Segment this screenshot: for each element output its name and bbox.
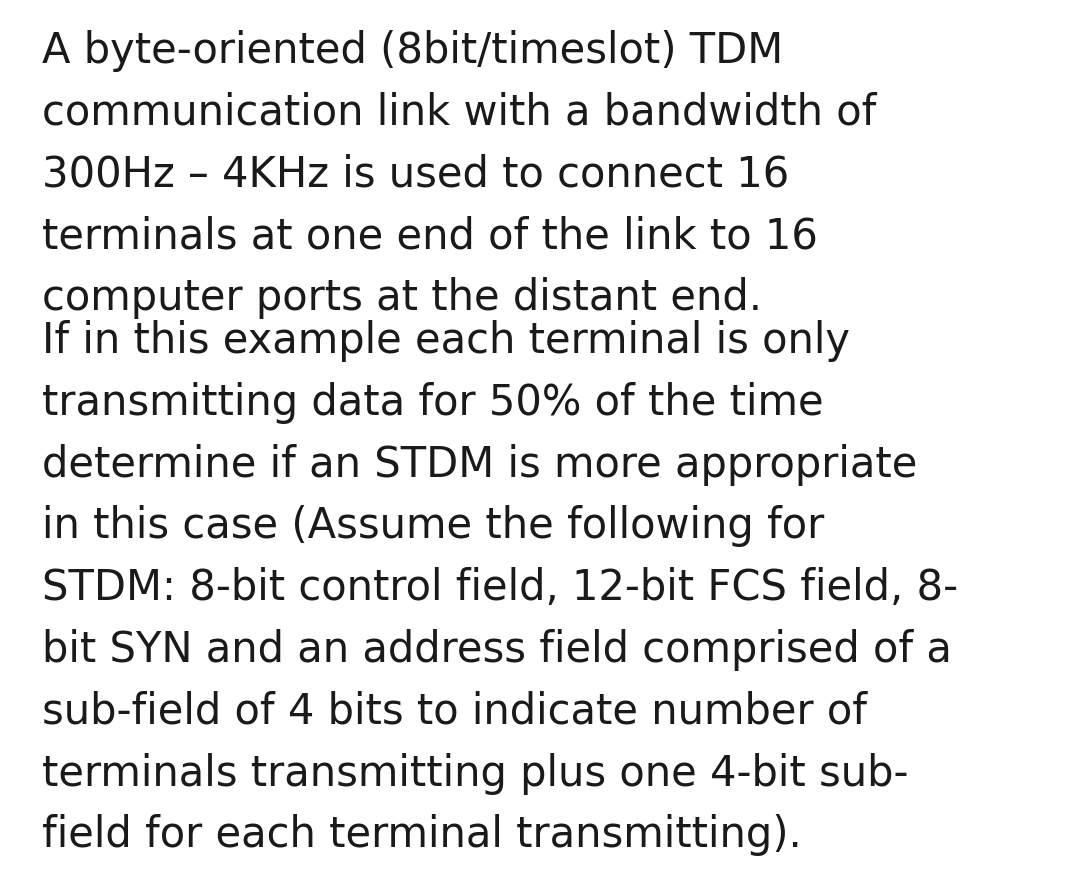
Text: A byte-oriented (8bit/timeslot) TDM
communication link with a bandwidth of
300Hz: A byte-oriented (8bit/timeslot) TDM comm… — [42, 30, 876, 320]
Text: If in this example each terminal is only
transmitting data for 50% of the time
d: If in this example each terminal is only… — [42, 320, 958, 856]
